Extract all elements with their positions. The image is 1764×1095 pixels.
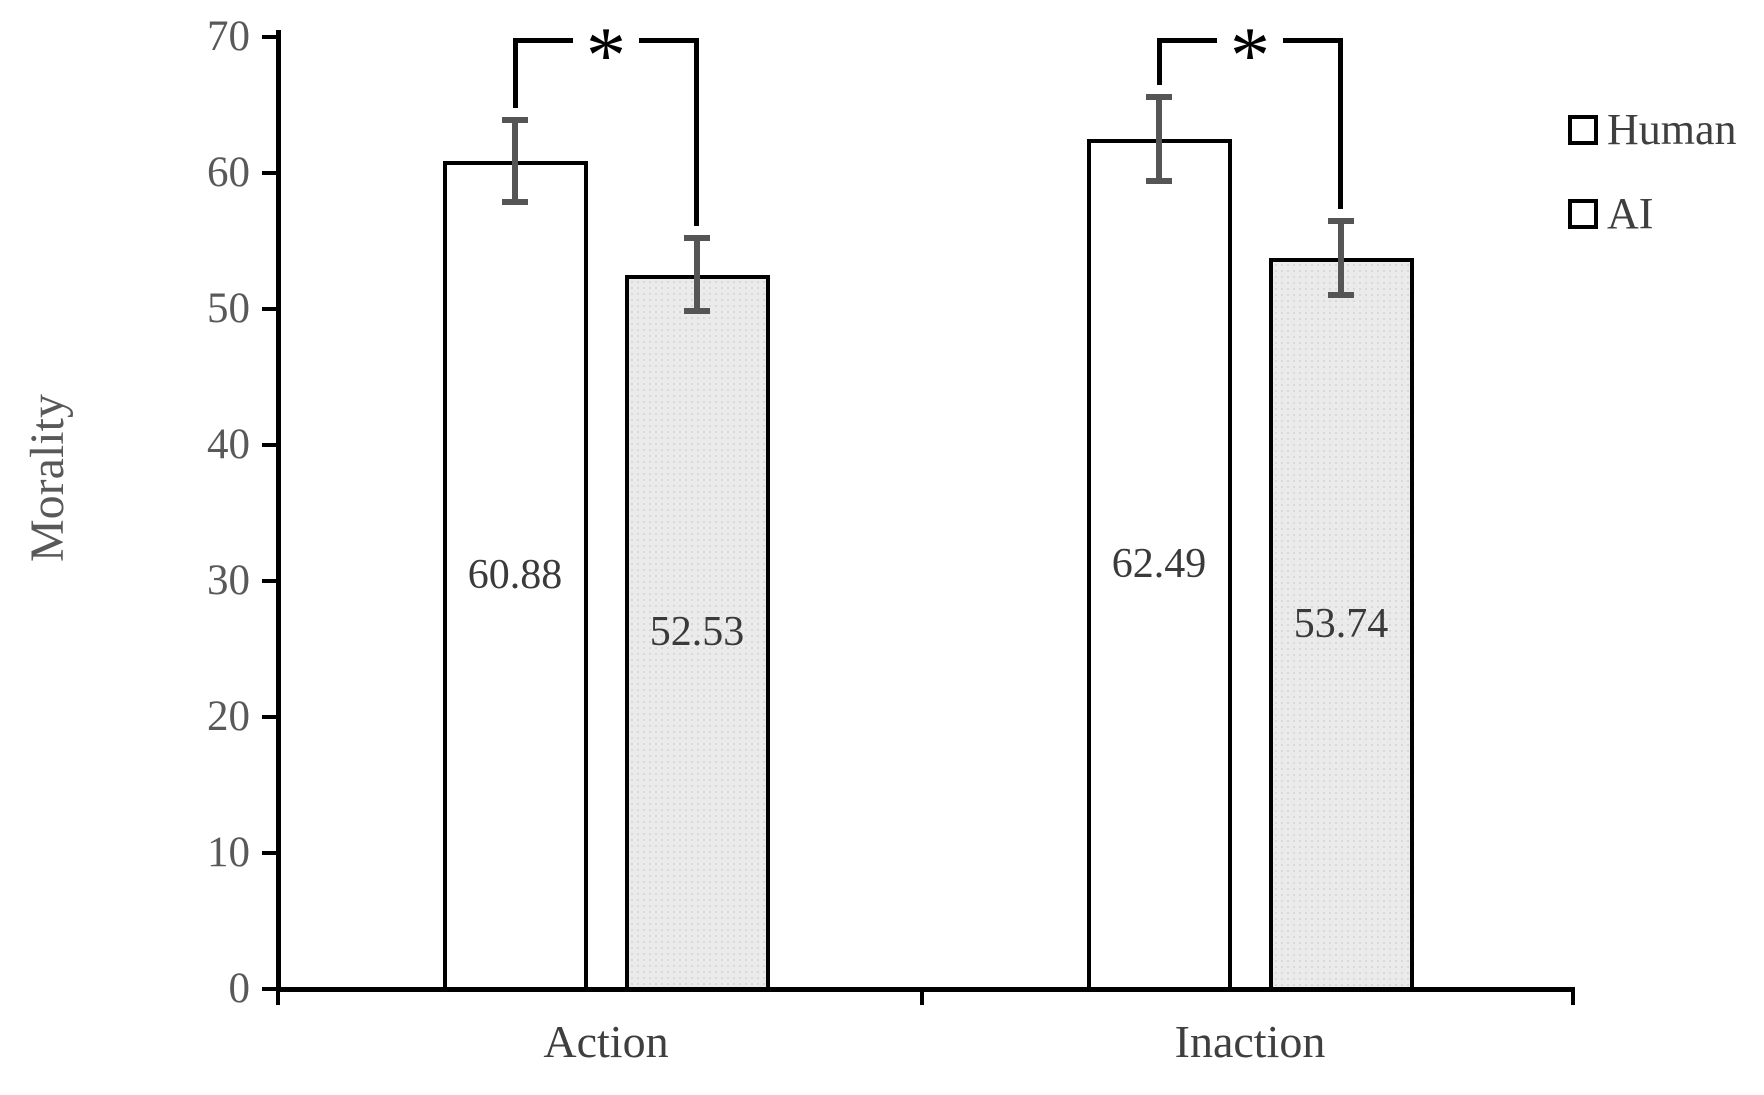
significance-bracket-action [639, 38, 699, 43]
significance-bracket-action [513, 38, 573, 43]
y-axis-line [276, 30, 281, 991]
significance-bracket-inaction [1157, 38, 1162, 85]
y-axis-tick-label: 70 [207, 13, 250, 60]
bar-value-label: 62.49 [1111, 541, 1207, 588]
y-axis-tick-label: 20 [207, 693, 250, 740]
y-axis-tick-label: 0 [228, 965, 251, 1012]
y-axis-tick-label: 10 [207, 829, 250, 876]
error-bar-cap [502, 117, 528, 124]
significance-bracket-inaction [1157, 38, 1217, 43]
error-bar-cap [1328, 218, 1354, 225]
y-axis-tick [262, 307, 278, 311]
category-label-action: Action [543, 1016, 669, 1067]
legend-label-ai: AI [1607, 189, 1654, 238]
significance-bracket-inaction [1338, 38, 1343, 210]
y-axis-tick [262, 851, 278, 855]
bar-value-label: 60.88 [467, 552, 563, 599]
legend-swatch-ai [1568, 199, 1598, 229]
significance-asterisk: * [1230, 12, 1270, 100]
error-bar-stem [694, 237, 700, 312]
y-axis-tick [262, 579, 278, 583]
y-axis-tick-label: 30 [207, 557, 250, 604]
x-axis-line [276, 987, 1575, 992]
significance-asterisk: * [586, 12, 626, 100]
bar-human-action [442, 161, 588, 991]
error-bar-cap [684, 308, 710, 315]
error-bar-cap [1146, 93, 1172, 100]
significance-bracket-inaction [1283, 38, 1343, 43]
legend: Human AI [1568, 108, 1737, 276]
y-axis-tick [262, 35, 278, 39]
y-axis-tick [262, 171, 278, 175]
bar-value-label: 52.53 [649, 608, 745, 655]
significance-bracket-action [694, 38, 699, 226]
y-axis-title: Morality [21, 394, 74, 562]
error-bar-cap [502, 198, 528, 205]
y-axis-tick-label: 50 [207, 285, 250, 332]
error-bar-cap [1328, 291, 1354, 298]
error-bar-stem [512, 120, 518, 202]
bar-ai-inaction [1268, 258, 1414, 991]
legend-swatch-human [1568, 115, 1598, 145]
significance-bracket-action [513, 38, 518, 109]
error-bar-cap [1146, 178, 1172, 185]
bar-ai-action [624, 274, 770, 991]
category-label-inaction: Inaction [1174, 1016, 1326, 1067]
bar-value-label: 53.74 [1293, 600, 1389, 647]
y-axis-tick [262, 443, 278, 447]
legend-label-human: Human [1607, 105, 1737, 154]
legend-item-ai: AI [1568, 192, 1737, 236]
y-axis-tick [262, 715, 278, 719]
y-axis-tick-label: 60 [207, 149, 250, 196]
error-bar-stem [1156, 96, 1162, 182]
x-axis-tick [1571, 991, 1575, 1005]
bar-human-inaction [1086, 139, 1232, 991]
error-bar-cap [684, 234, 710, 241]
x-axis-tick [276, 991, 280, 1005]
legend-item-human: Human [1568, 108, 1737, 152]
y-axis-tick [262, 987, 278, 991]
x-axis-tick [920, 991, 924, 1005]
error-bar-stem [1338, 221, 1344, 295]
y-axis-tick-label: 40 [207, 421, 250, 468]
